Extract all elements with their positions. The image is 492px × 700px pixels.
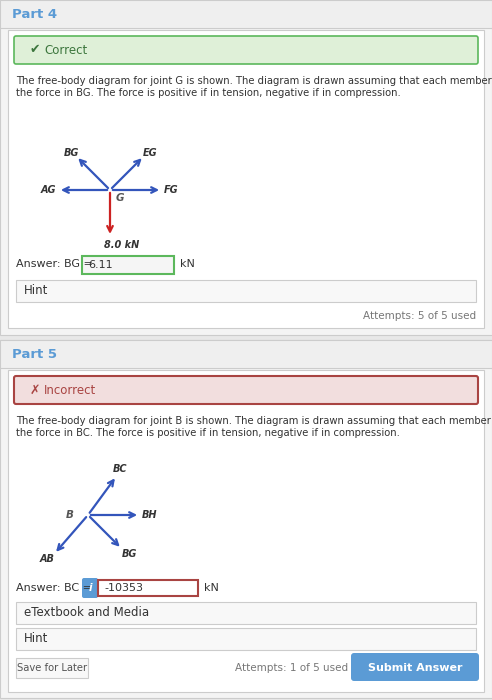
Text: the force in BC. The force is positive if in tension, negative if in compression: the force in BC. The force is positive i… xyxy=(16,428,400,438)
Text: BC: BC xyxy=(113,464,127,474)
FancyBboxPatch shape xyxy=(351,653,479,681)
Bar xyxy=(0,0,492,28)
Text: kN: kN xyxy=(204,583,219,593)
Text: AB: AB xyxy=(40,554,55,564)
Text: Attempts: 1 of 5 used: Attempts: 1 of 5 used xyxy=(235,663,348,673)
Text: Hint: Hint xyxy=(24,633,48,645)
Bar xyxy=(16,602,476,624)
Text: the force in BG. The force is positive if in tension, negative if in compression: the force in BG. The force is positive i… xyxy=(16,88,401,98)
FancyBboxPatch shape xyxy=(14,376,478,404)
Text: Part 4: Part 4 xyxy=(12,8,57,20)
Text: Hint: Hint xyxy=(24,284,48,298)
Text: Answer: BC =: Answer: BC = xyxy=(16,583,92,593)
FancyBboxPatch shape xyxy=(14,36,478,64)
Text: Save for Later: Save for Later xyxy=(17,663,87,673)
Text: The free-body diagram for joint G is shown. The diagram is drawn assuming that e: The free-body diagram for joint G is sho… xyxy=(16,76,492,86)
Text: Submit Answer: Submit Answer xyxy=(368,663,462,673)
Bar xyxy=(16,280,476,302)
Text: Part 5: Part 5 xyxy=(12,347,57,360)
Text: 8.0 kN: 8.0 kN xyxy=(104,239,139,250)
Text: G: G xyxy=(116,193,124,203)
Text: Attempts: 5 of 5 used: Attempts: 5 of 5 used xyxy=(363,311,476,321)
Text: AG: AG xyxy=(41,185,57,195)
Text: ✗: ✗ xyxy=(30,384,40,396)
Text: EG: EG xyxy=(143,148,158,158)
FancyBboxPatch shape xyxy=(82,578,98,598)
Bar xyxy=(16,628,476,650)
Text: -10353: -10353 xyxy=(104,583,143,593)
Bar xyxy=(8,30,484,328)
Text: BG: BG xyxy=(122,549,137,559)
Text: The free-body diagram for joint B is shown. The diagram is drawn assuming that e: The free-body diagram for joint B is sho… xyxy=(16,416,492,426)
Text: BH: BH xyxy=(142,510,157,520)
Bar xyxy=(8,370,484,692)
Text: Answer: BG =: Answer: BG = xyxy=(16,259,93,269)
Text: Incorrect: Incorrect xyxy=(44,384,96,396)
Text: FG: FG xyxy=(164,185,179,195)
Text: BG: BG xyxy=(63,148,79,158)
Bar xyxy=(0,0,492,335)
Text: B: B xyxy=(66,510,74,520)
Text: eTextbook and Media: eTextbook and Media xyxy=(24,606,149,620)
Bar xyxy=(0,340,492,698)
Text: 6.11: 6.11 xyxy=(88,260,113,270)
Text: Correct: Correct xyxy=(44,43,87,57)
Bar xyxy=(98,580,198,596)
Bar xyxy=(82,256,174,274)
Bar xyxy=(16,658,88,678)
Text: ✔: ✔ xyxy=(30,43,40,57)
Text: i: i xyxy=(88,583,92,593)
Bar xyxy=(0,340,492,368)
Text: kN: kN xyxy=(180,259,195,269)
